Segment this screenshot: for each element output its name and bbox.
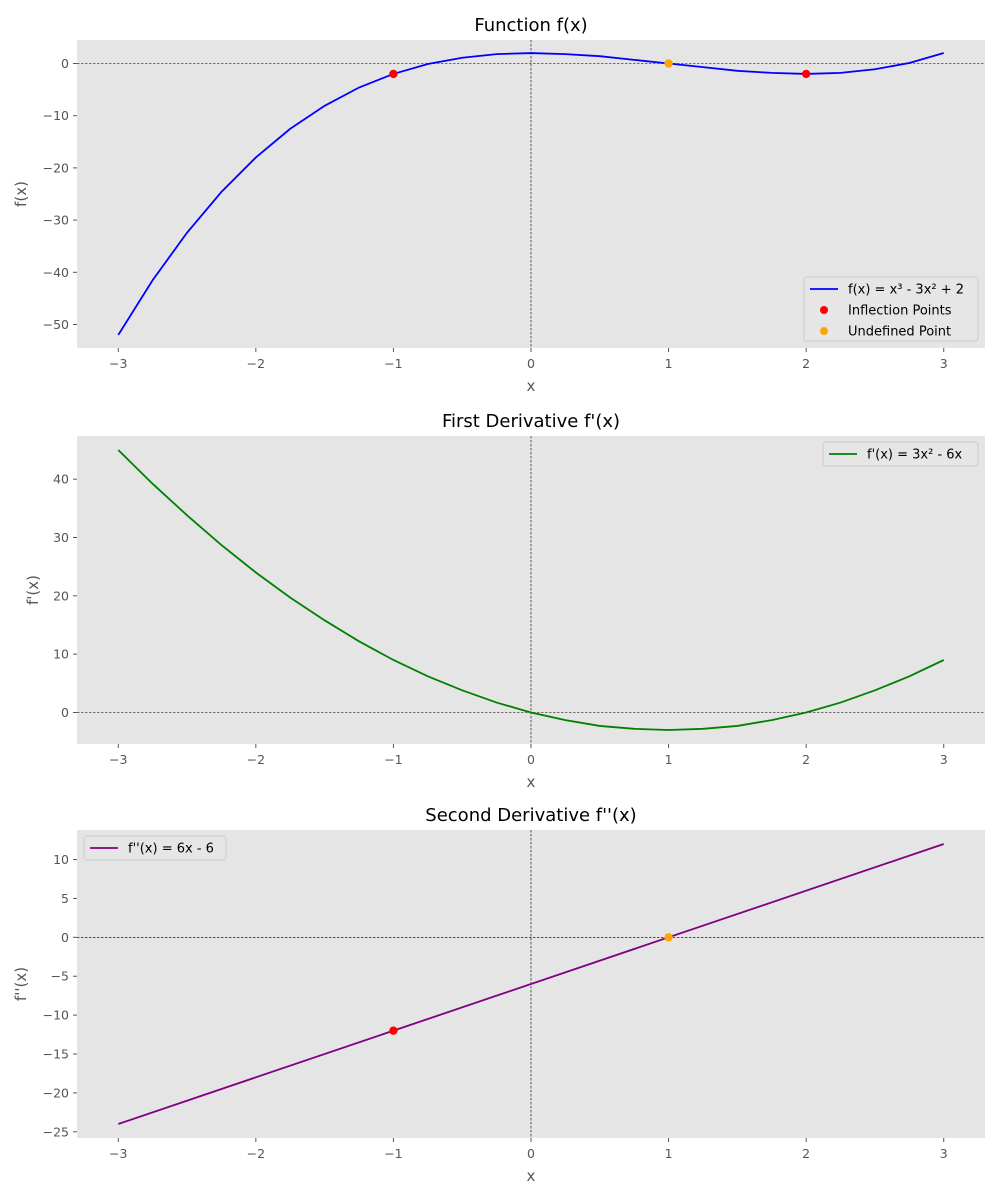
legend: f''(x) = 6x - 6 [83, 835, 227, 861]
x-tick-label: 1 [665, 752, 673, 767]
data-point [389, 69, 398, 79]
y-tick-label: 30 [53, 530, 69, 545]
legend-label: f'(x) = 3x² - 6x [867, 448, 963, 463]
x-tick-label: −3 [109, 752, 127, 767]
x-tick-label: −3 [109, 1146, 127, 1161]
legend-frame [83, 835, 227, 861]
legend: f(x) = x³ - 3x² + 2 Inflection Points Unde… [803, 276, 979, 342]
y-tick-label: 0 [61, 56, 69, 71]
x-tick-label: 2 [802, 356, 810, 371]
x-tick-label: 0 [527, 356, 535, 371]
x-tick-label: −1 [384, 356, 402, 371]
y-axis-label: f''(x) [12, 967, 30, 1001]
x-tick-label: 3 [940, 356, 948, 371]
series-line [117, 843, 945, 1125]
chart-title: Second Derivative f''(x) [425, 805, 636, 826]
x-tick-label: −2 [247, 356, 265, 371]
y-tick-label: −30 [43, 213, 69, 228]
series-line [117, 449, 945, 731]
x-tick-label: −2 [247, 1146, 265, 1161]
chart-title: First Derivative f'(x) [442, 411, 620, 432]
legend-label: Undefined Point [848, 325, 951, 340]
y-tick-label: 10 [53, 647, 69, 662]
x-tick-label: −1 [384, 1146, 402, 1161]
legend-label: Inflection Points [848, 304, 952, 319]
x-tick-label: 3 [940, 752, 948, 767]
y-tick-label: 10 [53, 852, 69, 867]
y-tick-label: −10 [43, 1008, 69, 1023]
y-tick-label: −10 [43, 108, 69, 123]
x-axis-label: x [527, 377, 536, 395]
y-tick-label: −5 [51, 969, 69, 984]
legend-label: f(x) = x³ - 3x² + 2 [848, 283, 964, 298]
x-tick-label: 1 [665, 1146, 673, 1161]
y-tick-label: 0 [61, 930, 69, 945]
x-tick-label: 2 [802, 1146, 810, 1161]
x-tick-label: 0 [527, 1146, 535, 1161]
y-tick-label: −20 [43, 160, 69, 175]
legend: f'(x) = 3x² - 6x [822, 441, 979, 467]
legend-frame [803, 276, 979, 342]
y-axis-label: f(x) [12, 181, 30, 207]
legend-frame [822, 441, 979, 467]
data-point [389, 1026, 398, 1035]
y-tick-label: 0 [61, 705, 69, 720]
data-point [801, 69, 811, 79]
y-tick-label: −20 [43, 1085, 69, 1100]
y-tick-label: −25 [43, 1124, 69, 1139]
x-tick-label: 1 [665, 356, 673, 371]
x-tick-label: −1 [384, 752, 402, 767]
x-axis-label: x [527, 1167, 536, 1185]
y-tick-label: 40 [53, 472, 69, 487]
data-point [664, 933, 673, 942]
legend-dot-swatch [820, 327, 828, 335]
x-tick-label: −3 [109, 356, 127, 371]
y-tick-label: 20 [53, 588, 69, 603]
chart-title: Function f(x) [474, 15, 587, 36]
x-tick-label: 0 [527, 752, 535, 767]
y-tick-label: −15 [43, 1047, 69, 1062]
data-point [664, 59, 673, 68]
y-tick-label: 5 [61, 891, 69, 906]
x-tick-label: 3 [940, 1146, 948, 1161]
x-tick-label: −2 [247, 752, 265, 767]
y-tick-label: −40 [43, 265, 69, 280]
y-tick-label: −50 [43, 317, 69, 332]
y-axis-label: f'(x) [24, 575, 42, 605]
legend-label: f''(x) = 6x - 6 [128, 842, 214, 857]
legend-dot-swatch [820, 306, 828, 314]
x-tick-label: 2 [802, 752, 810, 767]
x-axis-label: x [527, 773, 536, 791]
